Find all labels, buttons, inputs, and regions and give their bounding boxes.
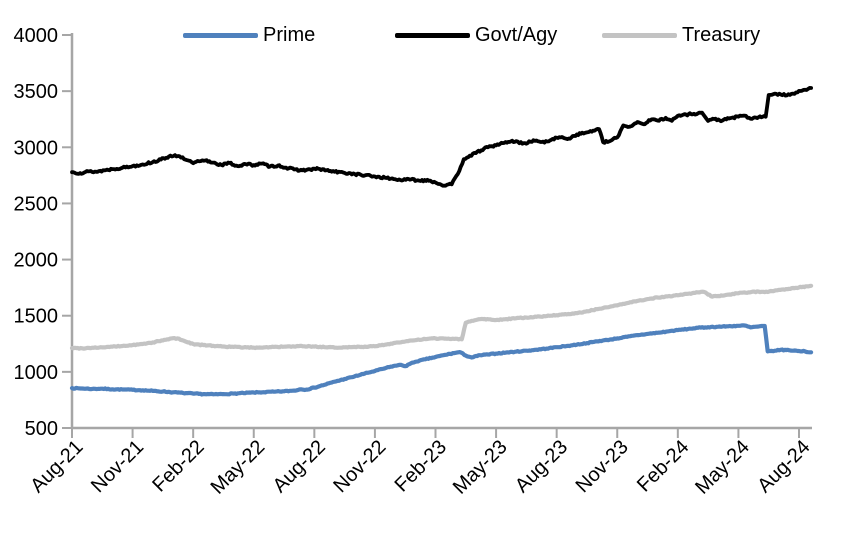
x-tick-label: May-22 [207,436,270,499]
legend-swatch-treasury-line [602,32,677,38]
series-line-treasury [69,283,814,351]
y-tick-label: 1000 [14,362,59,384]
legend-swatch-govt-agy-line [395,32,470,38]
legend-label-govt-agy: Govt/Agy [475,24,558,46]
series-line-govt-agy [70,86,813,188]
x-tick-label: Feb-22 [148,436,208,496]
y-tick-label: 500 [25,418,58,440]
x-tick-label: Aug-21 [26,436,87,497]
y-tick-label: 3000 [14,137,59,159]
x-tick-label: Nov-21 [87,436,148,497]
y-tick-label: 2000 [14,250,59,272]
x-tick-label: Feb-24 [633,436,693,496]
y-tick-label: 1500 [14,306,59,328]
x-tick-label: Aug-23 [511,436,572,497]
y-tick-label: 2500 [14,193,59,215]
x-tick-label: May-23 [449,436,512,499]
x-tick-label: Nov-23 [572,436,633,497]
y-tick-label: 4000 [14,25,59,47]
legend-label-treasury: Treasury [682,24,761,46]
legend-label-prime: Prime [263,24,316,46]
series-line-prime [69,323,814,397]
legend-item-treasury: Treasury [602,24,760,46]
x-tick-label: Nov-22 [329,436,390,497]
legend-item-govt-agy: Govt/Agy [395,24,557,46]
legend-item-prime: Prime [183,24,315,46]
x-tick-label: May-24 [691,436,754,499]
y-tick-label: 3500 [14,81,59,103]
x-tick-label: Aug-22 [269,436,330,497]
x-tick-label: Aug-24 [753,436,814,497]
x-tick-label: Feb-23 [391,436,451,496]
legend-swatch-prime-line [183,32,258,38]
